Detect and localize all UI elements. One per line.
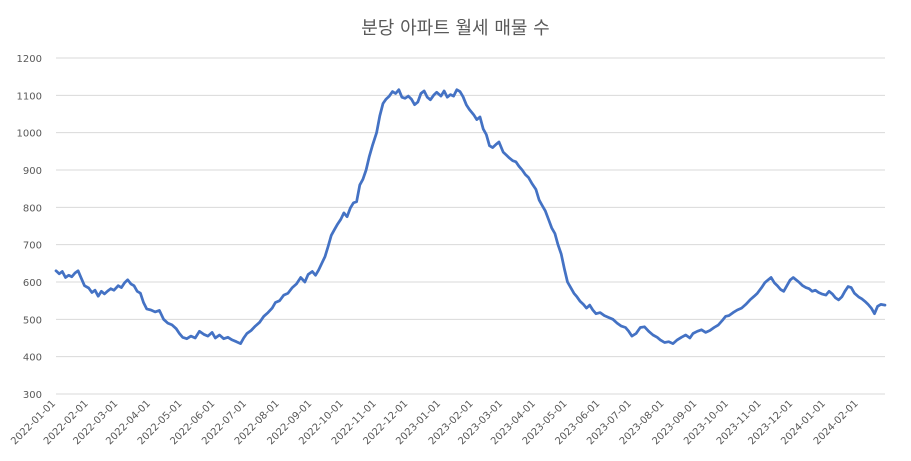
y-tick-label: 800 (23, 203, 42, 214)
y-axis-ticks: 300 400 500 600 700 800 900 1000 1100 1200 (17, 54, 42, 401)
y-tick-label: 500 (23, 315, 42, 326)
y-tick-label: 400 (23, 353, 42, 364)
gridlines (56, 57, 885, 395)
series-line-0 (54, 88, 887, 345)
y-tick-label: 300 (23, 390, 42, 401)
chart-title: 분당 아파트 월세 매물 수 (361, 18, 550, 39)
y-tick-label: 700 (23, 241, 42, 252)
y-tick-label: 1200 (17, 54, 42, 65)
x-axis-ticks: 2022-01-012022-02-012022-03-012022-04-01… (9, 398, 861, 447)
y-tick-label: 600 (23, 278, 42, 289)
y-tick-label: 1000 (17, 129, 42, 140)
y-tick-label: 900 (23, 166, 42, 177)
series-layer (54, 88, 887, 345)
y-tick-label: 1100 (17, 91, 42, 102)
